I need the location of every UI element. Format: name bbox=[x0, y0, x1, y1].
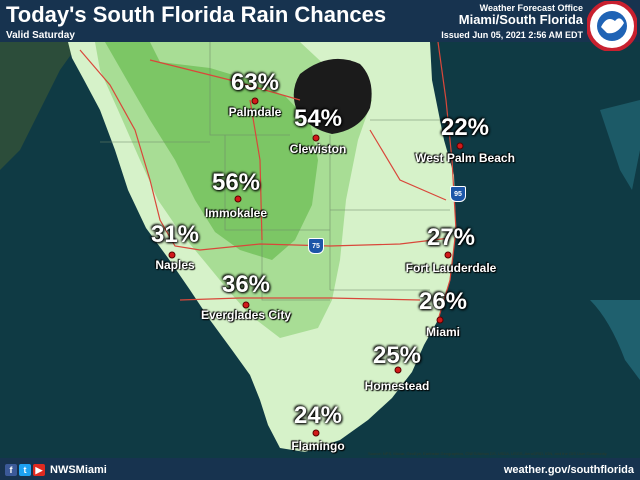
nws-logo-icon bbox=[586, 0, 638, 52]
city-dot-flamingo bbox=[312, 429, 320, 437]
city-dot-everglades-city bbox=[242, 301, 250, 309]
city-name: Naples bbox=[155, 258, 195, 272]
page-title: Today's South Florida Rain Chances bbox=[6, 2, 387, 27]
city-dot-homestead bbox=[394, 366, 402, 374]
city-name: Flamingo bbox=[291, 439, 345, 453]
city-fort-lauderdale: 27% Fort Lauderdale bbox=[405, 224, 497, 276]
city-dot-miami bbox=[436, 316, 444, 324]
youtube-icon[interactable]: ▶ bbox=[33, 464, 45, 476]
city-dot-clewiston bbox=[312, 134, 320, 142]
city-name: Clewiston bbox=[289, 142, 347, 156]
city-naples: 31% Naples bbox=[150, 221, 200, 273]
interstate-95-label: 95 bbox=[454, 190, 462, 198]
social-handle[interactable]: NWSMiami bbox=[50, 464, 107, 476]
office-name: Miami/South Florida bbox=[458, 12, 583, 27]
website-link[interactable]: weather.gov/southflorida bbox=[503, 464, 634, 476]
rain-chance-value: 36% bbox=[221, 271, 271, 298]
city-flamingo: 24% Flamingo bbox=[291, 402, 345, 454]
city-miami: 26% Miami bbox=[418, 288, 468, 340]
rain-chance-value: 56% bbox=[211, 169, 261, 196]
city-name: Homestead bbox=[364, 379, 430, 393]
city-dot-west-palm-beach bbox=[456, 142, 464, 150]
rain-chance-value: 24% bbox=[293, 402, 343, 429]
issued-time: Issued Jun 05, 2021 2:56 AM EDT bbox=[441, 30, 583, 40]
rain-area-high bbox=[105, 42, 318, 260]
valid-day: Valid Saturday bbox=[6, 30, 75, 41]
footer-banner bbox=[0, 458, 640, 480]
city-name: Fort Lauderdale bbox=[405, 261, 497, 275]
rain-chance-value: 31% bbox=[150, 221, 200, 248]
city-dot-naples bbox=[168, 251, 176, 259]
city-name: Miami bbox=[425, 325, 461, 339]
city-dot-fort-lauderdale bbox=[444, 251, 452, 259]
city-clewiston: 54% Clewiston bbox=[289, 105, 347, 157]
rain-chance-value: 22% bbox=[440, 114, 490, 141]
interstate-75-label: 75 bbox=[312, 242, 320, 250]
city-west-palm-beach: 22% West Palm Beach bbox=[415, 114, 515, 166]
interstate-95-shield: 95 bbox=[450, 186, 466, 202]
city-everglades-city: 36% Everglades City bbox=[200, 271, 292, 323]
city-immokalee: 56% Immokalee bbox=[204, 169, 268, 221]
bahamas-north bbox=[600, 100, 640, 190]
rain-chance-value: 63% bbox=[230, 69, 280, 96]
rain-chance-value: 26% bbox=[418, 288, 468, 315]
city-name: Everglades City bbox=[200, 308, 292, 322]
rain-chance-value: 54% bbox=[293, 105, 343, 132]
city-name: Palmdale bbox=[228, 105, 282, 119]
city-name: Immokalee bbox=[204, 206, 268, 220]
city-palmdale: 63% Palmdale bbox=[228, 69, 282, 120]
rain-chance-value: 25% bbox=[372, 342, 422, 369]
city-dot-immokalee bbox=[234, 195, 242, 203]
facebook-icon[interactable]: f bbox=[5, 464, 17, 476]
social-links: f t ▶ NWSMiami bbox=[5, 464, 107, 476]
county-lines bbox=[100, 42, 450, 301]
lake-okeechobee bbox=[293, 58, 372, 135]
gulf-coast-land bbox=[0, 42, 80, 170]
city-name: West Palm Beach bbox=[415, 151, 515, 165]
bahamas-shallows bbox=[590, 300, 640, 380]
office-label: Weather Forecast Office bbox=[479, 3, 583, 13]
city-homestead: 25% Homestead bbox=[364, 342, 430, 394]
map-attribution: Source: NPS, Maxar, GeoEye, Earthstar Ge… bbox=[368, 451, 607, 456]
twitter-icon[interactable]: t bbox=[19, 464, 31, 476]
city-dot-palmdale bbox=[251, 97, 259, 105]
rain-chance-value: 27% bbox=[426, 224, 476, 251]
header-banner bbox=[0, 0, 640, 42]
interstate-75-shield: 75 bbox=[308, 238, 324, 254]
